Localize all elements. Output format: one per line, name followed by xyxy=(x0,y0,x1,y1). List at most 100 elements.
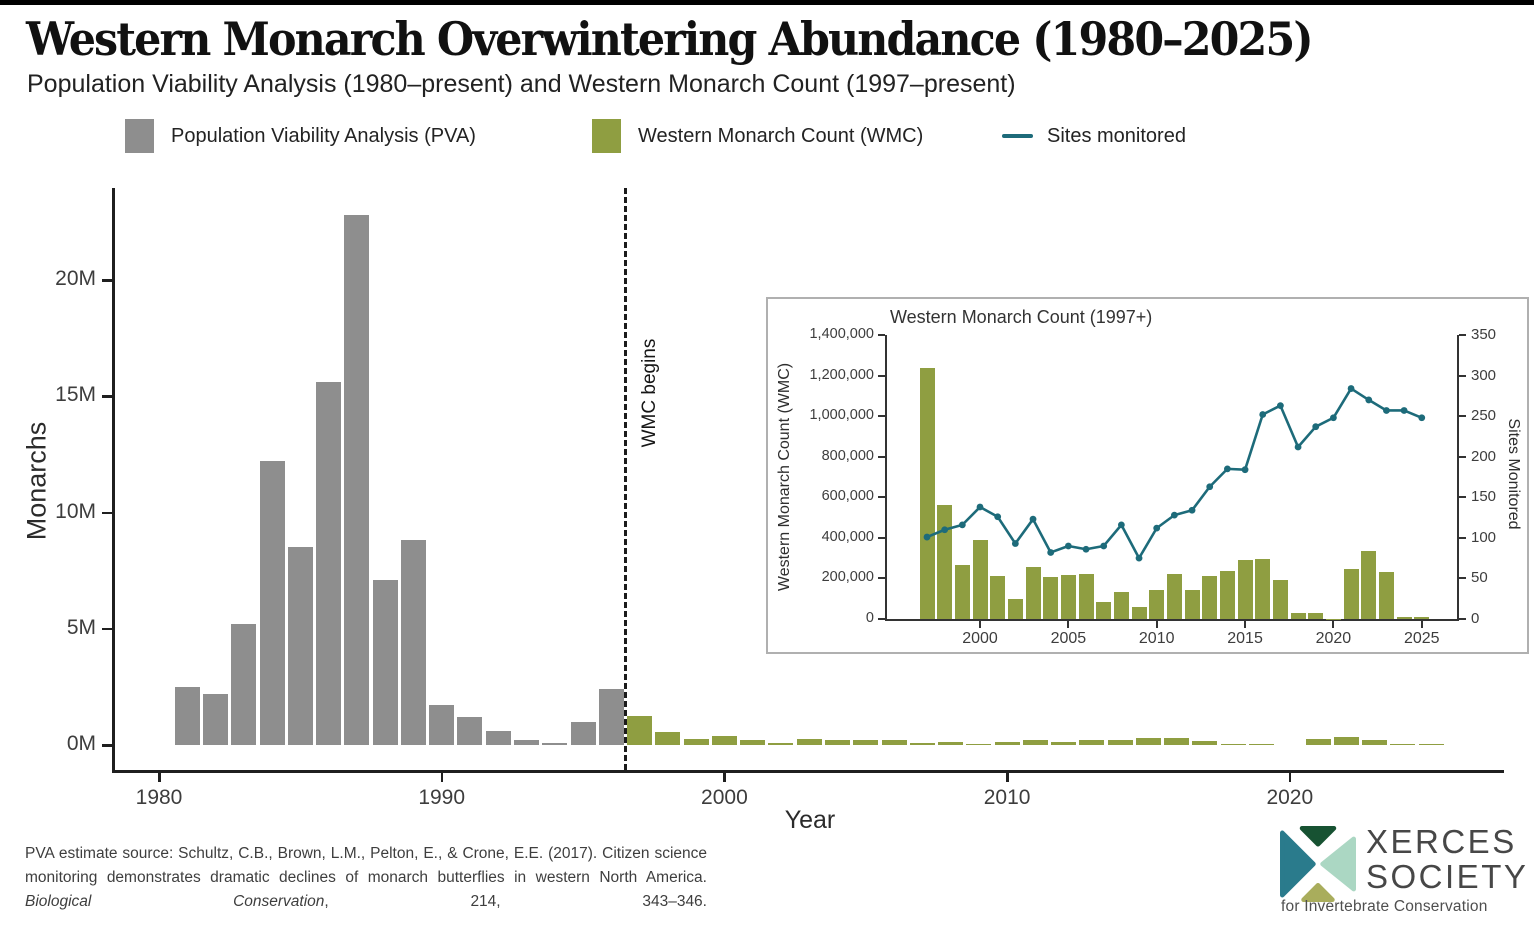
sites-line-point xyxy=(1418,414,1426,422)
inset-right-tick xyxy=(1459,577,1466,580)
inset-wmc-bar xyxy=(1237,559,1253,619)
y-tick xyxy=(102,279,112,282)
legend-label-wmc: Western Monarch Count (WMC) xyxy=(638,124,924,147)
xerces-x-mark-icon xyxy=(1280,826,1356,902)
inset-wmc-bar xyxy=(1378,571,1394,619)
legend-label-pva: Population Viability Analysis (PVA) xyxy=(171,124,476,147)
tri-bottom-triangle xyxy=(1301,883,1335,902)
wmc-bar xyxy=(1418,743,1444,745)
inset-left-tick-label: 800,000 xyxy=(821,447,874,464)
wmc-begins-line xyxy=(623,188,627,770)
inset-wmc-bar xyxy=(990,576,1006,619)
wmc-bar xyxy=(1022,739,1048,745)
inset-right-tick xyxy=(1459,415,1466,418)
wmc-bar xyxy=(1164,738,1190,745)
logo-line1: XERCES xyxy=(1366,823,1517,860)
logo-line2: SOCIETY xyxy=(1366,858,1529,895)
inset-left-axis-label: Western Monarch Count (WMC) xyxy=(776,362,793,592)
sites-line-point xyxy=(1365,396,1373,404)
inset-left-tick xyxy=(878,577,885,580)
wmc-bar xyxy=(909,742,935,745)
citation-prefix: PVA estimate source: Schultz, C.B., Brow… xyxy=(25,845,707,887)
inset-right-tick-label: 250 xyxy=(1471,407,1497,425)
inset-wmc-bar xyxy=(1043,577,1059,619)
sites-line-point xyxy=(1082,545,1090,553)
inset-wmc-bar xyxy=(954,564,970,619)
sites-line-point xyxy=(1259,411,1267,418)
y-tick xyxy=(102,627,112,631)
x-tick xyxy=(1006,773,1009,782)
inset-wmc-bar xyxy=(1149,589,1165,619)
tri-top-triangle xyxy=(1299,826,1337,847)
wmc-begins-label: WMC begins xyxy=(639,338,660,448)
inset-left-tick-label: 200,000 xyxy=(821,569,874,586)
sites-monitored-line xyxy=(923,385,1426,562)
tri-left-triangle xyxy=(1280,830,1316,898)
inset-wmc-bar xyxy=(1113,592,1129,619)
inset-x-tick-label: 2025 xyxy=(1403,630,1440,647)
citation-text: PVA estimate source: Schultz, C.B., Brow… xyxy=(25,842,707,914)
wmc-bar xyxy=(1107,739,1133,745)
y-tick xyxy=(102,511,112,514)
wmc-bar xyxy=(1079,740,1105,745)
legend-item-wmc: Western Monarch Count (WMC) xyxy=(592,118,923,154)
inset-left-tick xyxy=(878,536,885,539)
x-tick xyxy=(723,773,726,782)
inset-x-tick-label: 2005 xyxy=(1050,630,1087,647)
sites-line-swatch xyxy=(1002,134,1033,138)
sites-line-path xyxy=(926,387,1423,560)
inset-wmc-bar xyxy=(1396,617,1412,619)
inset-wmc-bar xyxy=(1184,589,1200,619)
inset-left-tick-label: 1,000,000 xyxy=(809,407,874,424)
pva-bar xyxy=(514,740,539,745)
inset-wmc-bar xyxy=(1343,568,1359,619)
pva-bar xyxy=(485,731,511,745)
inset-wmc-bar xyxy=(1290,613,1306,619)
inset-right-tick-label: 350 xyxy=(1471,326,1497,343)
inset-right-tick-label: 0 xyxy=(1471,610,1480,627)
y-tick-label: 15M xyxy=(55,383,96,407)
y-tick xyxy=(102,744,112,747)
xerces-society-logo: XERCES SOCIETY for Invertebrate Conserva… xyxy=(1280,824,1526,922)
pva-bar xyxy=(316,382,342,745)
inset-right-tick xyxy=(1459,334,1466,336)
wmc-bar xyxy=(1192,740,1218,745)
inset-wmc-bar xyxy=(1096,601,1112,619)
logo-wordmark: XERCES SOCIETY xyxy=(1366,824,1528,894)
inset-x-tick xyxy=(979,621,981,628)
wmc-bar xyxy=(938,741,964,745)
y-tick-label: 10M xyxy=(55,499,96,523)
sites-line-point xyxy=(1188,506,1196,514)
inset-wmc-bar xyxy=(1025,567,1041,619)
inset-x-tick-label: 2020 xyxy=(1315,630,1352,647)
sites-line-point xyxy=(1312,423,1320,431)
inset-x-tick xyxy=(1332,621,1335,628)
sites-line-point xyxy=(1064,542,1072,550)
wmc-bar xyxy=(740,740,766,745)
inset-bottom-spine xyxy=(885,619,1459,621)
inset-right-tick-label: 50 xyxy=(1471,569,1488,587)
sites-line-point xyxy=(1100,542,1108,550)
wmc-bar xyxy=(1220,743,1246,745)
pva-bar xyxy=(259,461,285,745)
pva-bar xyxy=(570,721,596,745)
pva-swatch xyxy=(125,119,154,153)
inset-wmc-bar xyxy=(1166,573,1182,619)
sites-line-point xyxy=(1294,443,1302,451)
sites-line-point xyxy=(1223,465,1231,473)
wmc-bar xyxy=(1390,743,1416,745)
x-tick-label: 2010 xyxy=(983,786,1031,809)
pva-bar xyxy=(174,686,200,745)
sites-line-point xyxy=(1277,402,1284,409)
inset-left-tick-label: 1,400,000 xyxy=(809,326,874,342)
inset-right-spine xyxy=(1457,335,1459,621)
wmc-bar xyxy=(1333,737,1359,745)
x-tick-label: 1990 xyxy=(418,786,466,809)
wmc-bar xyxy=(796,739,822,745)
legend-item-sites: Sites monitored xyxy=(1002,118,1186,154)
x-tick xyxy=(440,773,444,782)
pva-bar xyxy=(429,705,455,745)
inset-x-tick xyxy=(1420,621,1423,628)
pva-bar xyxy=(372,579,398,745)
inset-right-tick xyxy=(1459,618,1466,620)
